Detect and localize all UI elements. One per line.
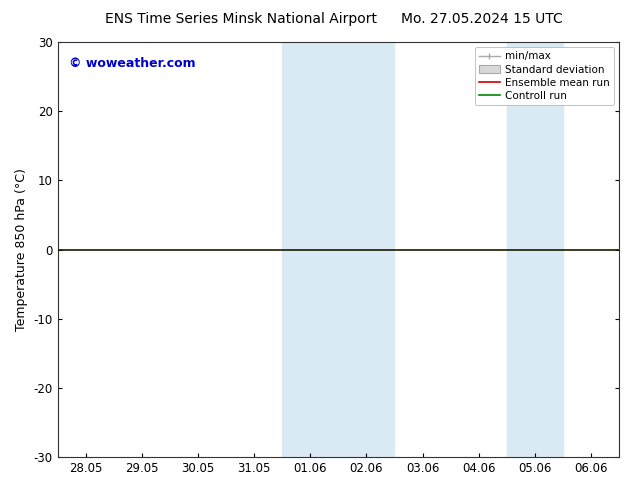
Bar [507,42,563,457]
Y-axis label: Temperature 850 hPa (°C): Temperature 850 hPa (°C) [15,168,28,331]
Bar [282,42,394,457]
Text: © woweather.com: © woweather.com [69,56,195,70]
Legend: min/max, Standard deviation, Ensemble mean run, Controll run: min/max, Standard deviation, Ensemble me… [475,47,614,105]
Text: ENS Time Series Minsk National Airport: ENS Time Series Minsk National Airport [105,12,377,26]
Text: Mo. 27.05.2024 15 UTC: Mo. 27.05.2024 15 UTC [401,12,563,26]
